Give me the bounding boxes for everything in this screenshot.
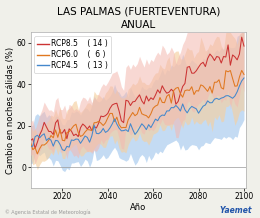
Legend: RCP8.5    ( 14 ), RCP6.0    (  6 ), RCP4.5    ( 13 ): RCP8.5 ( 14 ), RCP6.0 ( 6 ), RCP4.5 ( 13…: [34, 36, 111, 73]
Y-axis label: Cambio en noches cálidas (%): Cambio en noches cálidas (%): [6, 47, 15, 174]
X-axis label: Año: Año: [130, 203, 147, 212]
Title: LAS PALMAS (FUERTEVENTURA)
ANUAL: LAS PALMAS (FUERTEVENTURA) ANUAL: [57, 6, 220, 30]
Text: © Agencia Estatal de Meteorología: © Agencia Estatal de Meteorología: [5, 210, 91, 215]
Text: Υaemet: Υaemet: [220, 206, 252, 215]
